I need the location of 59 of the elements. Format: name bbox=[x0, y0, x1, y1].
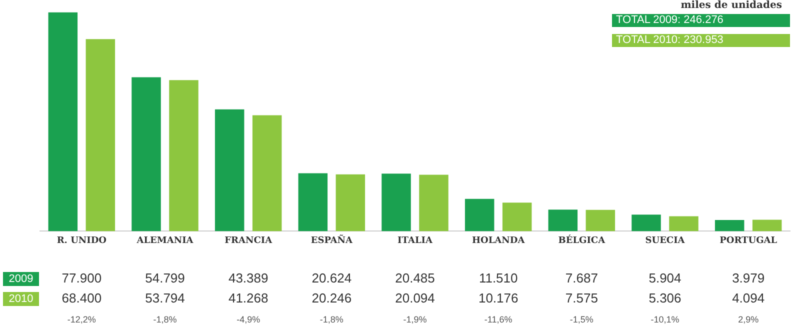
bar bbox=[632, 214, 661, 232]
x-tick-label: HOLANDA bbox=[472, 236, 526, 246]
bar bbox=[214, 109, 244, 232]
bar bbox=[669, 216, 698, 232]
text: 2009 bbox=[8, 273, 34, 286]
x-tick-label: PORTUGAL bbox=[720, 236, 778, 246]
text: -1,8% bbox=[153, 314, 177, 324]
text: -1,9% bbox=[403, 314, 427, 324]
total-label-box: TOTAL 2009: 246.276 bbox=[612, 14, 790, 27]
bar bbox=[548, 210, 578, 232]
data-label: 20.246 bbox=[312, 290, 352, 306]
data-label: 4.094 bbox=[732, 290, 765, 306]
x-tick-label: ITALIA bbox=[398, 236, 434, 246]
data-label: 20.485 bbox=[395, 270, 435, 286]
text: 2,9% bbox=[738, 314, 759, 324]
bar bbox=[752, 220, 782, 232]
data-label: 53.794 bbox=[145, 290, 185, 306]
data-label: 43.389 bbox=[228, 270, 268, 286]
bar bbox=[86, 39, 116, 232]
bar bbox=[169, 80, 198, 232]
bar bbox=[48, 12, 78, 232]
data-label: 5.904 bbox=[648, 270, 682, 286]
x-tick-label: ESPAÑA bbox=[310, 234, 354, 246]
data-label: 68.400 bbox=[62, 290, 102, 306]
bar bbox=[336, 174, 366, 232]
data-label: 7.687 bbox=[565, 270, 598, 286]
bar bbox=[252, 115, 282, 232]
total-label-box: TOTAL 2010: 230.953 bbox=[612, 34, 790, 47]
text: -1,5% bbox=[570, 314, 594, 324]
text: -1,8% bbox=[320, 314, 344, 324]
data-label: 3.979 bbox=[732, 270, 765, 286]
text: -12,2% bbox=[67, 314, 96, 324]
data-label: 54.799 bbox=[145, 270, 185, 286]
bar bbox=[714, 220, 744, 232]
chart-subtitle: miles de unidades bbox=[680, 0, 782, 11]
x-tick-label: R. UNIDO bbox=[56, 236, 107, 246]
data-label: 7.575 bbox=[565, 290, 598, 306]
bar bbox=[298, 173, 328, 232]
bar bbox=[502, 202, 532, 232]
text: -11,6% bbox=[484, 314, 512, 324]
data-label: 41.268 bbox=[228, 290, 268, 306]
bar bbox=[382, 174, 411, 232]
x-tick-label: FRANCIA bbox=[224, 236, 274, 246]
bar bbox=[464, 198, 494, 232]
text: 2010 bbox=[8, 293, 34, 306]
data-label: 77.900 bbox=[62, 270, 102, 286]
x-tick-label: BÉLGICA bbox=[558, 234, 606, 246]
bar bbox=[132, 77, 161, 232]
data-label: 20.094 bbox=[395, 290, 435, 306]
x-tick-label: SUECIA bbox=[645, 236, 686, 246]
x-tick-label: ALEMANIA bbox=[136, 236, 194, 246]
bar bbox=[419, 174, 448, 232]
text: -10,1% bbox=[650, 314, 680, 324]
data-label: 20.624 bbox=[312, 270, 352, 286]
data-label: 10.176 bbox=[478, 290, 518, 306]
text: -4,9% bbox=[236, 314, 260, 324]
bar bbox=[586, 210, 616, 232]
data-label: 11.510 bbox=[478, 270, 518, 286]
data-label: 5.306 bbox=[648, 290, 682, 306]
